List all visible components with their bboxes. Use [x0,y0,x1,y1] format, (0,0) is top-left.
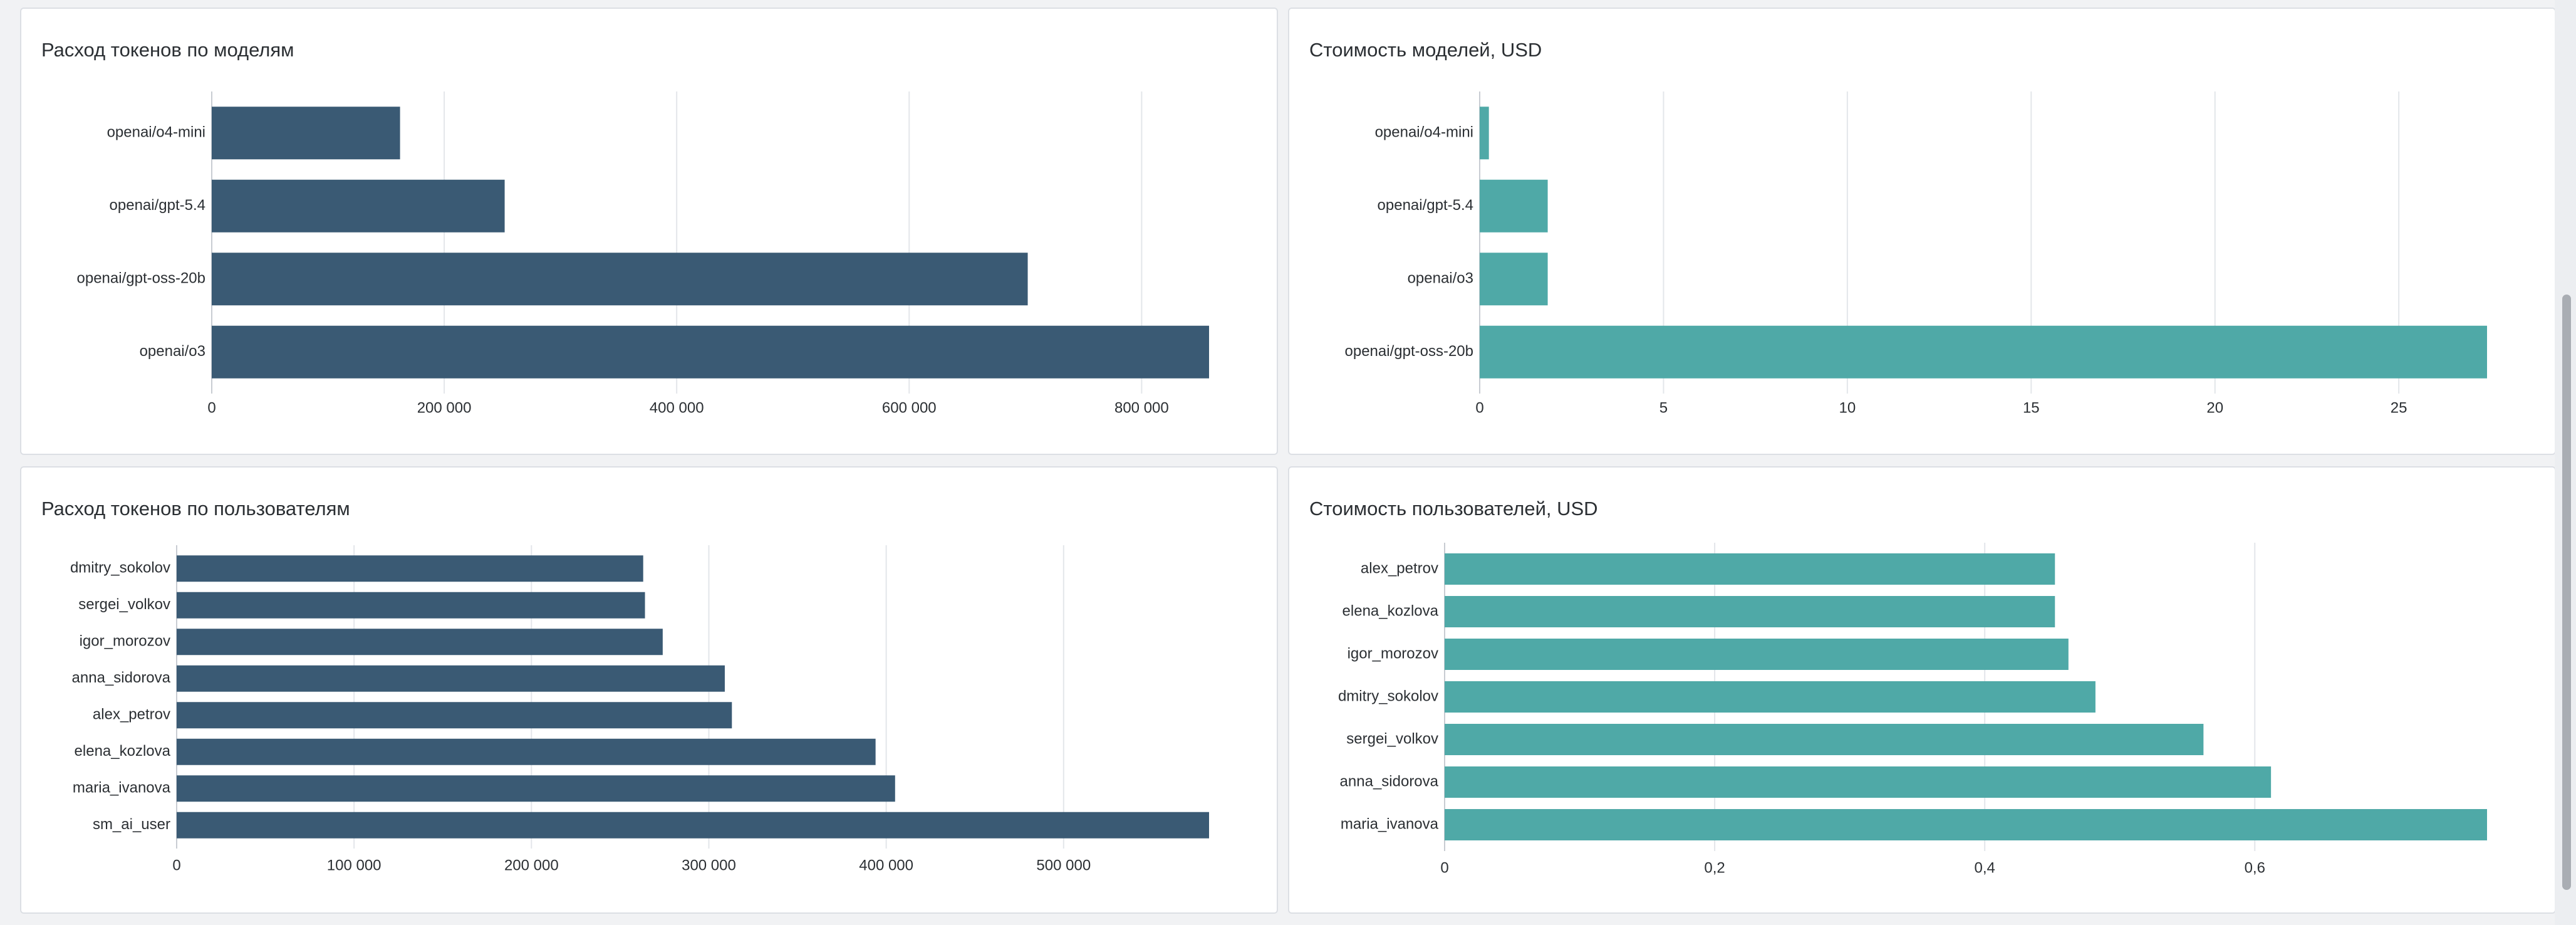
bar [1445,681,2096,713]
category-label: openai/o3 [1408,270,1473,287]
tick-label: 0,6 [2245,859,2265,876]
category-label: openai/gpt-5.4 [1378,197,1473,214]
category-label: openai/gpt-oss-20b [1345,343,1473,360]
bar [1445,724,2204,755]
category-label: openai/o3 [140,343,205,360]
bar [177,738,876,765]
tick-label: 200 000 [504,857,559,874]
tick-label: 200 000 [417,399,472,416]
panel-cost-by-user: Стоимость пользователей, USD alex_petrov… [1288,466,2556,914]
tick-label: 0 [207,399,216,416]
bar [177,775,895,802]
tick-label: 0 [1440,859,1448,876]
bar [1480,179,1548,233]
bar [177,665,725,692]
category-label: alex_petrov [1361,560,1438,577]
category-label: openai/o4-mini [1375,124,1473,141]
category-label: alex_petrov [93,706,170,723]
category-label: anna_sidorova [1340,773,1439,790]
category-label: igor_morozov [80,633,170,650]
bar [212,179,505,233]
category-label: openai/o4-mini [107,124,205,141]
chart-tokens-by-user: dmitry_sokolov sergei_volkov igor_morozova… [70,545,1209,874]
category-label: elena_kozlova [1343,602,1439,619]
tick-label: 15 [2023,399,2040,416]
tick-label: 0,2 [1704,859,1725,876]
category-label: sergei_volkov [78,596,170,613]
bar [212,253,1028,306]
tick-label: 600 000 [882,399,937,416]
category-label: sergei_volkov [1346,730,1438,747]
category-label: anna_sidorova [72,669,171,686]
category-label: dmitry_sokolov [1338,687,1438,704]
tick-label: 100 000 [327,857,382,874]
chart-title: Стоимость пользователей, USD [1309,498,1598,520]
tick-label: 5 [1659,399,1668,416]
bar [1445,639,2069,670]
bar [177,555,643,582]
bar [177,702,732,729]
tick-label: 0,4 [1974,859,1995,876]
category-label: maria_ivanova [1341,815,1439,832]
tick-label: 25 [2391,399,2407,416]
chart-title: Стоимость моделей, USD [1309,39,1542,61]
tick-label: 300 000 [682,857,736,874]
panel-cost-by-model: Стоимость моделей, USD openai/o4-mini ope… [1288,8,2556,455]
category-label: elena_kozlova [75,743,171,760]
tick-label: 20 [2206,399,2223,416]
chart-tokens-by-model: openai/o4-mini openai/gpt-5.4 openai/gpt-o… [77,91,1209,416]
chart-title: Расход токенов по пользователям [41,498,350,520]
category-label: openai/gpt-oss-20b [77,270,205,287]
bar [177,812,1209,839]
scrollbar-thumb[interactable] [2562,295,2571,890]
bar [1480,325,2487,379]
bar [177,592,645,619]
tick-label: 400 000 [650,399,704,416]
tick-label: 0 [1475,399,1483,416]
bar [1445,809,2487,840]
chart-cost-by-model: openai/o4-mini openai/gpt-5.4 openai/o3 ope… [1345,91,2487,416]
panel-tokens-by-model: Расход токенов по моделям openai/o4-mini… [20,8,1278,455]
category-label: maria_ivanova [73,780,171,797]
bar [212,107,400,160]
bar [1445,766,2272,798]
tick-label: 0 [172,857,180,874]
bar [1445,553,2055,585]
bar [1480,107,1489,160]
panel-tokens-by-user: Расход токенов по пользователям dmitry_s… [20,466,1278,914]
chart-cost-by-user: alex_petrov elena_kozlova igor_morozovdmit… [1338,543,2487,876]
tick-label: 800 000 [1114,399,1169,416]
scrollbar[interactable] [2555,0,2576,925]
category-label: sm_ai_user [93,816,170,833]
bar [212,325,1209,379]
bar [1480,253,1548,306]
bar [177,629,663,656]
tick-label: 500 000 [1036,857,1091,874]
category-label: openai/gpt-5.4 [110,197,205,214]
bar [1445,596,2055,627]
tick-label: 10 [1839,399,1856,416]
category-label: igor_morozov [1348,645,1438,662]
tick-label: 400 000 [859,857,913,874]
category-label: dmitry_sokolov [70,560,170,577]
chart-title: Расход токенов по моделям [41,39,294,61]
